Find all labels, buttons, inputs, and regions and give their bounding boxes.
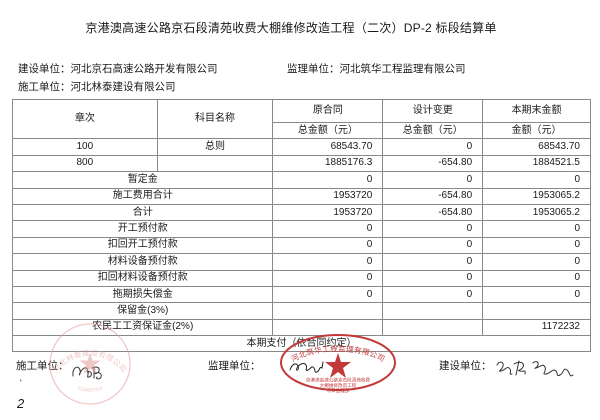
svg-text:项目监理部: 项目监理部 (327, 387, 350, 393)
svg-text:0238803159: 0238803159 (77, 385, 103, 392)
